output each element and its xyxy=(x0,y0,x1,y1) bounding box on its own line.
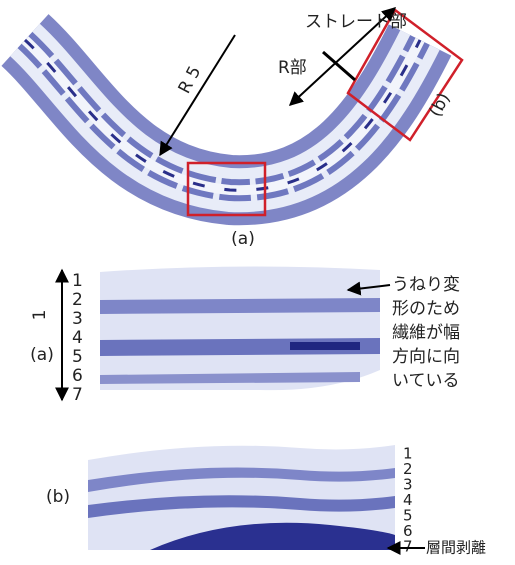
layer-number: 1 xyxy=(72,271,83,291)
layer-number: 3 xyxy=(72,309,83,329)
panel-b-label: (b) xyxy=(46,487,70,507)
layer-number: 5 xyxy=(72,347,83,367)
figure: ストレート部 R部 R 5 (b) (a) 1 (a) 1234567 うねり変… xyxy=(0,0,515,565)
layer-number: 6 xyxy=(72,366,83,386)
note-line: 形のため xyxy=(392,299,460,319)
thickness-label: 1 xyxy=(30,310,50,321)
panel-a-image xyxy=(100,266,380,390)
straight-label: ストレート部 xyxy=(305,12,407,32)
layer-number: 7 xyxy=(72,385,83,405)
note-line: 方向に向 xyxy=(392,347,460,367)
note-line: 繊維が幅 xyxy=(392,323,460,343)
radius-label: R 5 xyxy=(175,63,206,97)
note-line: いている xyxy=(392,371,460,391)
layer-number: 2 xyxy=(72,290,83,310)
panel-b-image xyxy=(88,445,395,550)
layer-number: 7 xyxy=(403,538,413,556)
layer-number: 4 xyxy=(72,328,83,348)
panel-a-label: (a) xyxy=(30,345,54,365)
r-label: R部 xyxy=(278,58,307,78)
caption: (a) xyxy=(231,229,255,249)
overview-image xyxy=(25,8,462,215)
note-line: うねり変 xyxy=(392,275,460,295)
delamination-label: 層間剥離 xyxy=(426,539,486,557)
